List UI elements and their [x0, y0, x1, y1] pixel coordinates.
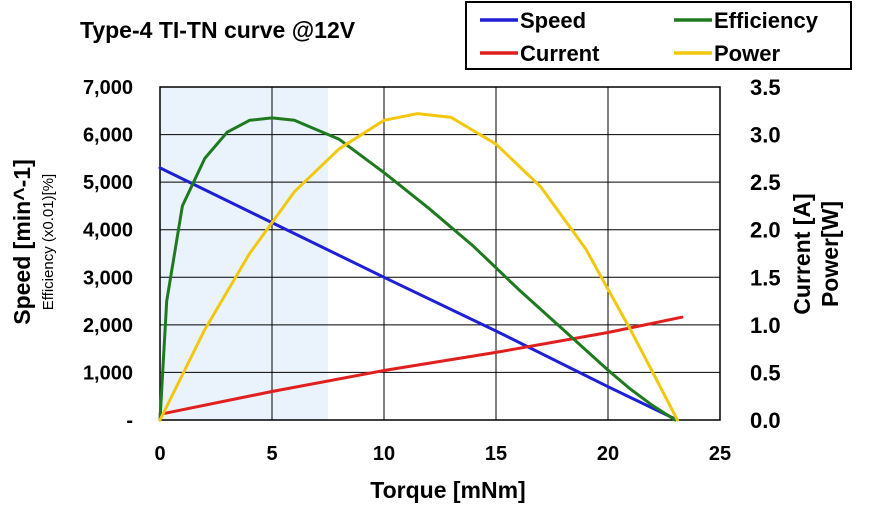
y-right-tick-label: 2.5: [750, 170, 781, 195]
series-line-power: [158, 112, 679, 422]
legend: Speed Current Efficiency Power: [465, 1, 852, 70]
legend-label-efficiency: Efficiency: [714, 8, 819, 33]
y-left-tick-label: 3,000: [83, 267, 133, 289]
y-left-tick-label: 5,000: [83, 172, 133, 194]
x-axis-label: Torque [mNm]: [370, 477, 525, 503]
x-tick-label: 10: [373, 443, 395, 465]
y-right-tick-label: 1.0: [750, 313, 781, 338]
y-right-tick-label: 0.5: [750, 360, 781, 385]
x-tick-label: 0: [154, 443, 165, 465]
y-left-tick-label: 4,000: [83, 220, 133, 242]
y-left-tick-label: 6,000: [83, 125, 133, 147]
y-right-tick-label: 1.5: [750, 265, 781, 290]
y-left-tick-label: 7,000: [83, 77, 133, 99]
x-tick-label: 20: [597, 443, 619, 465]
series-line-efficiency: [158, 116, 677, 422]
y-right-axis-label-current: Current [A]: [789, 193, 815, 314]
legend-label-power: Power: [714, 41, 780, 66]
grid: [159, 86, 721, 421]
x-tick-label: 25: [709, 443, 731, 465]
y-left-axis-sublabel: Efficiency (x0.01)[%]: [40, 174, 57, 310]
y-right-tick-label: 0.0: [750, 408, 781, 433]
y-left-axis-label: Speed [min^-1]: [9, 159, 35, 325]
y-left-tick-label: -: [126, 410, 133, 432]
y-right-tick-label: 3.0: [750, 123, 781, 148]
y-left-tick-label: 1,000: [83, 362, 133, 384]
y-right-tick-label: 2.0: [750, 218, 781, 243]
series-line-current: [158, 315, 684, 416]
y-right-tick-label: 3.5: [750, 75, 781, 100]
legend-box: [465, 1, 852, 70]
ticks-group: 0 5 10 15 20 25 - 1,000 2,000 3,000 4,000 5,000 6,00…: [83, 75, 781, 465]
legend-label-current: Current: [520, 41, 600, 66]
y-left-tick-label: 2,000: [83, 315, 133, 337]
series-line-speed: [158, 166, 677, 421]
x-tick-label: 15: [485, 443, 507, 465]
legend-label-speed: Speed: [520, 8, 586, 33]
series-group: [158, 112, 684, 422]
y-right-axis-label-power: Power[W]: [817, 201, 843, 307]
x-tick-label: 5: [266, 443, 277, 465]
plot-frame: [159, 86, 721, 421]
chart-title: Type-4 TI-TN curve @12V: [80, 17, 356, 43]
